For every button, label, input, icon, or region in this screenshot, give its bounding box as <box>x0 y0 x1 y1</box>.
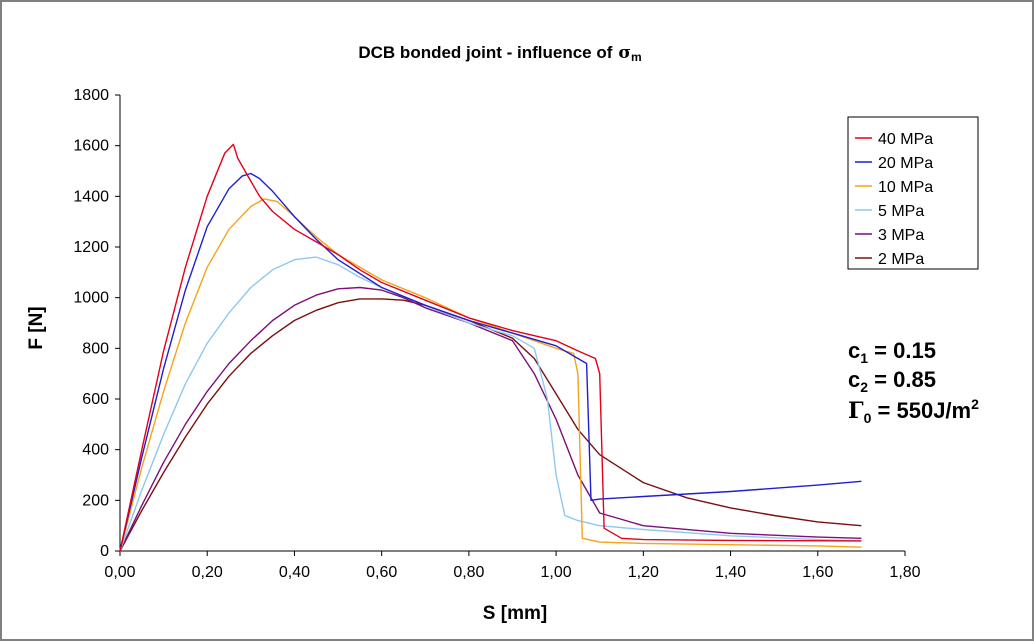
legend-label: 3 MPa <box>878 227 924 244</box>
y-tick-label: 800 <box>82 340 109 357</box>
legend-label: 2 MPa <box>878 251 924 268</box>
x-tick-label: 0,80 <box>453 564 484 581</box>
legend-label: 20 MPa <box>878 155 933 172</box>
x-tick-label: 1,80 <box>889 564 920 581</box>
y-tick-label: 1400 <box>73 188 109 205</box>
x-axis-title: S [mm] <box>483 603 547 624</box>
y-tick-label: 400 <box>82 442 109 459</box>
chart-title-symbol: σ <box>618 43 631 63</box>
chart-title-symbol-sub: m <box>631 50 642 64</box>
series-line-10-mpa <box>119 198 862 552</box>
x-tick-label: 0,40 <box>279 564 310 581</box>
y-tick-label: 1800 <box>73 87 109 104</box>
legend-box <box>847 116 979 270</box>
legend-label: 10 MPa <box>878 179 933 196</box>
y-tick-label: 1000 <box>73 290 109 307</box>
chart-title-text: DCB bonded joint - influence of <box>358 43 612 62</box>
x-tick-label: 0,00 <box>104 564 135 581</box>
series-line-20-mpa <box>119 172 862 552</box>
y-tick-label: 1600 <box>73 138 109 155</box>
x-tick-label: 0,60 <box>366 564 397 581</box>
x-tick-label: 1,60 <box>802 564 833 581</box>
series-line-2-mpa <box>119 298 862 552</box>
y-tick-label: 200 <box>82 492 109 509</box>
legend-label: 5 MPa <box>878 203 924 220</box>
plot-area: 0 200 400 600 800 1000 1200 1400 1600 1800 0,00 0,2… <box>73 87 920 581</box>
series-line-40-mpa <box>119 143 862 552</box>
parameter-annotation: Γ0 = 550J/m2 <box>848 396 979 426</box>
x-tick-label: 1,40 <box>715 564 746 581</box>
parameter-annotation: c1 = 0.15 <box>848 338 936 366</box>
x-tick-label: 0,20 <box>192 564 223 581</box>
y-tick-label: 1200 <box>73 239 109 256</box>
legend: 40 MPa 20 MPa 10 MPa 5 MPa 3 MPa 2 MPa <box>847 116 979 270</box>
chart-title: DCB bonded joint - influence of σm <box>358 43 641 64</box>
series-line-3-mpa <box>119 286 862 552</box>
y-axis-title: F [N] <box>26 306 47 349</box>
parameter-annotation: c2 = 0.85 <box>848 367 936 395</box>
legend-label: 40 MPa <box>878 131 933 148</box>
x-tick-label: 1,00 <box>541 564 572 581</box>
y-tick-label: 600 <box>82 391 109 408</box>
series-line-5-mpa <box>119 256 862 552</box>
y-tick-label: 0 <box>100 543 109 560</box>
x-tick-label: 1,20 <box>628 564 659 581</box>
